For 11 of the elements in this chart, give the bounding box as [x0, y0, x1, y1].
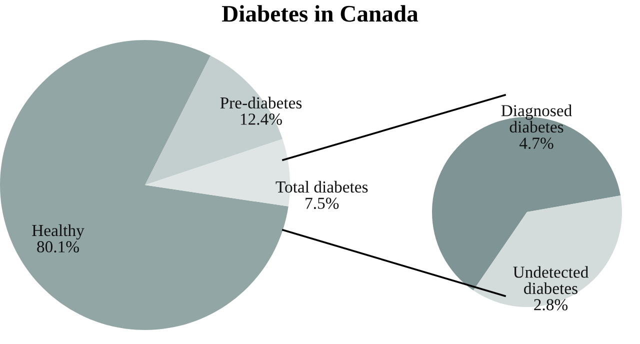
slice-label: Pre-diabetes: [220, 96, 302, 109]
slice-label: Diagnosed diabetes: [501, 104, 572, 133]
slice-label: Undetected diabetes: [513, 266, 588, 294]
slice-label: Total diabetes: [276, 180, 368, 193]
chart-title: Diabetes in Canada: [222, 5, 418, 22]
data-label: 7.5%: [306, 198, 339, 209]
data-label: 12.4%: [240, 114, 282, 125]
data-label: 80.1%: [37, 241, 79, 253]
data-label: 2.8%: [534, 299, 568, 310]
slice-label: Healthy: [32, 224, 84, 240]
data-label: 4.7%: [519, 138, 554, 149]
